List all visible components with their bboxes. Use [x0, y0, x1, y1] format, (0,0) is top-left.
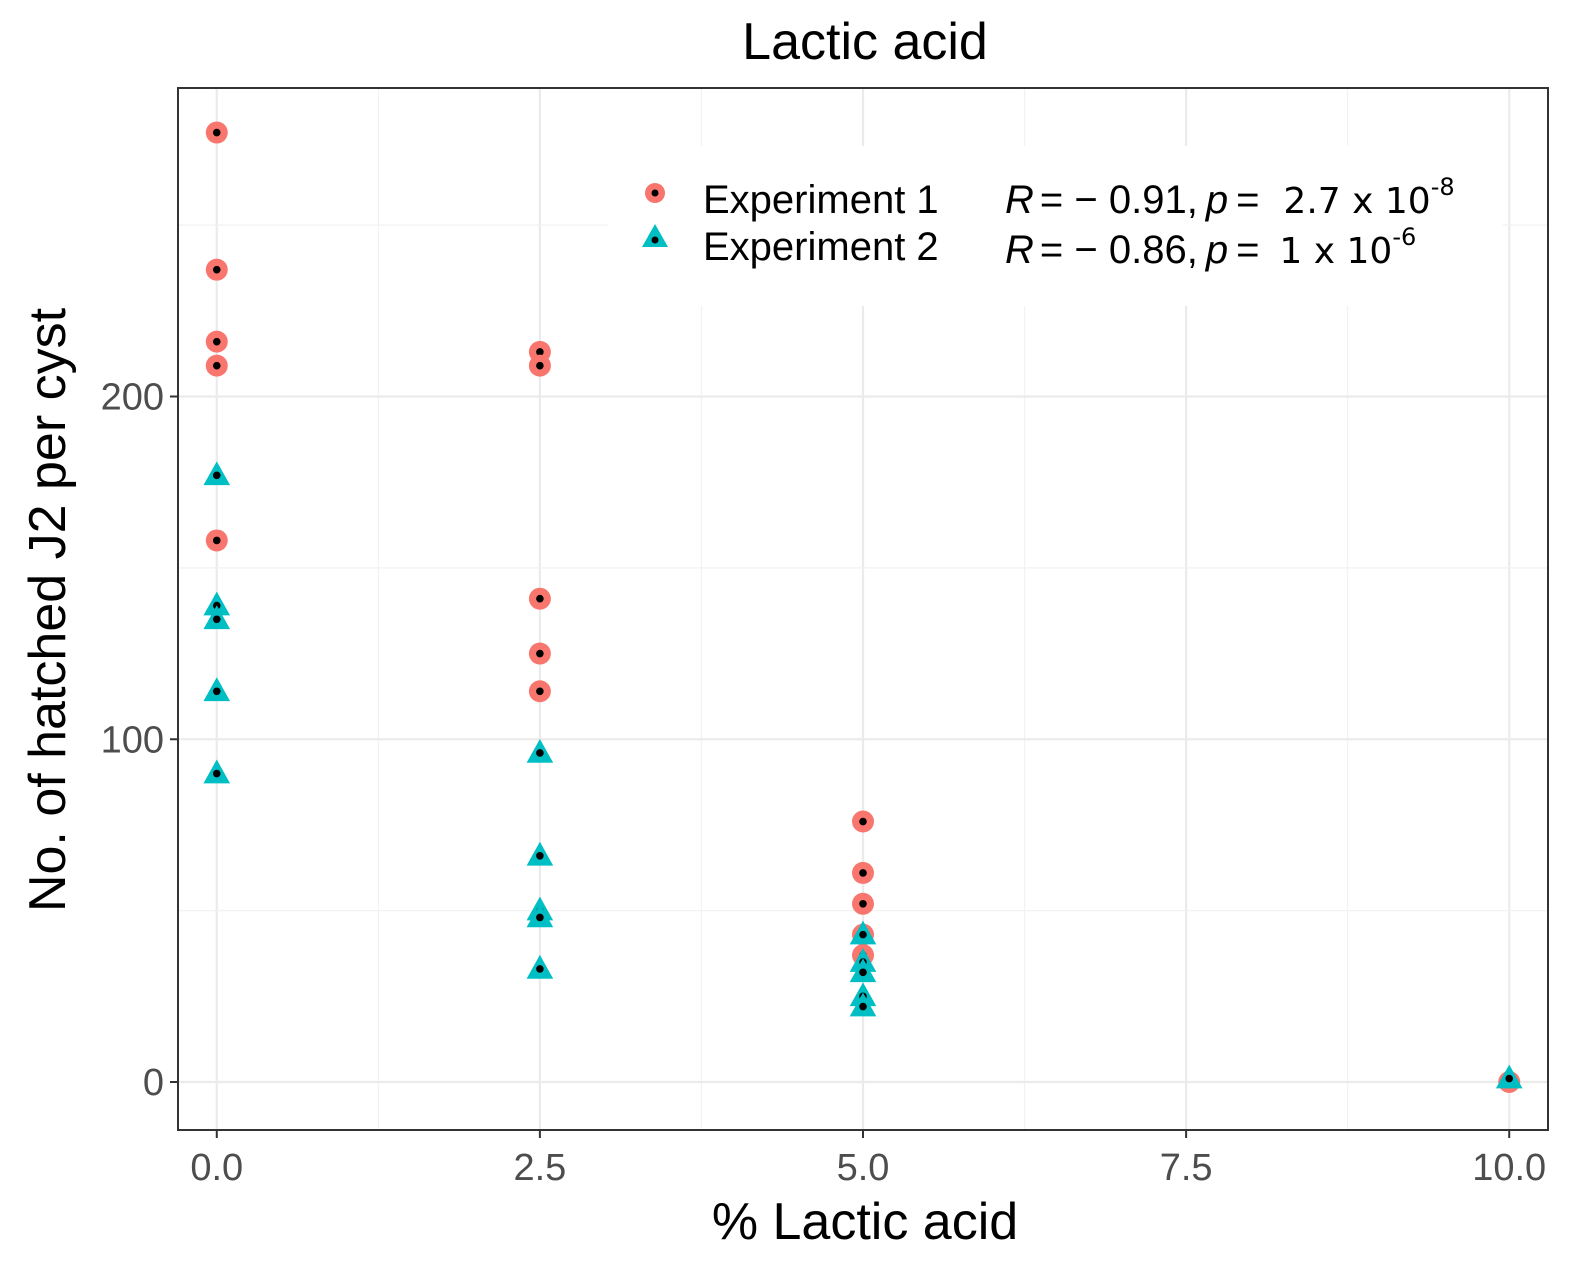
data-point-center — [536, 965, 544, 973]
stat-experiment-2: R = − 0.86, p = 1 x 10-6 — [1005, 223, 1416, 272]
legend-key-dot — [651, 236, 659, 244]
data-point-center — [536, 687, 544, 696]
series-experiment-2 — [203, 461, 1523, 1089]
data-points — [203, 121, 1523, 1094]
y-tick-label: 200 — [101, 376, 164, 418]
x-tick-label: 5.0 — [837, 1147, 890, 1189]
x-axis-label: % Lactic acid — [711, 1193, 1019, 1251]
legend: Experiment 1 R = − 0.91, p = 2.7 x 10-8 Expe… — [608, 146, 1503, 306]
x-tick-label: 0.0 — [190, 1147, 243, 1189]
data-point-center — [1505, 1074, 1514, 1083]
stat-r-value: = − 0.91, — [1040, 178, 1198, 222]
data-point-center — [859, 1002, 867, 1011]
stat-p-eq: = — [1236, 228, 1259, 272]
stat-experiment-1: R = − 0.91, p = 2.7 x 10-8 — [1005, 173, 1455, 222]
legend-label-experiment-2: Experiment 2 — [703, 225, 939, 269]
x-tick-label: 2.5 — [513, 1147, 566, 1189]
stat-p-value: 2.7 x 10 — [1283, 181, 1430, 222]
legend-label-experiment-1: Experiment 1 — [703, 178, 939, 222]
legend-entry-experiment-2: Experiment 2 R = − 0.86, p = 1 x 10-6 — [642, 223, 1416, 272]
data-point-center — [536, 913, 544, 922]
stat-r-label: R — [1005, 178, 1034, 222]
data-point-center — [536, 649, 544, 658]
data-point-center — [859, 968, 867, 977]
data-point-center — [212, 536, 221, 545]
data-point-center — [536, 348, 544, 356]
stat-p-value: 1 x 10 — [1279, 231, 1392, 272]
x-tick-label: 7.5 — [1160, 1147, 1213, 1189]
data-point-center — [859, 899, 867, 908]
data-point-center — [212, 128, 221, 137]
stat-p-eq: = — [1236, 178, 1259, 222]
data-point-center — [212, 361, 221, 370]
data-point-center — [859, 930, 867, 939]
data-point-center — [859, 869, 867, 877]
data-point-center — [212, 769, 221, 778]
data-point-center — [212, 265, 221, 274]
stat-p-exponent: -6 — [1392, 223, 1416, 251]
data-point-center — [536, 749, 544, 757]
data-point-center — [212, 337, 221, 346]
legend-key-dot — [651, 189, 659, 197]
legend-key-triangle — [642, 224, 668, 247]
data-point-center — [212, 615, 221, 624]
legend-entry-experiment-1: Experiment 1 R = − 0.91, p = 2.7 x 10-8 — [645, 173, 1455, 222]
stat-r-value: = − 0.86, — [1040, 228, 1198, 272]
data-point-center — [212, 687, 221, 696]
legend-background — [608, 146, 1503, 306]
data-point-center — [859, 817, 867, 826]
stat-p-label: p — [1205, 178, 1228, 222]
y-tick-label: 0 — [143, 1062, 164, 1104]
data-point-center — [536, 594, 544, 603]
stat-p-label: p — [1205, 228, 1228, 272]
axis-ticks: 0.0 2.5 5.0 7.5 10.0 0 100 200 — [101, 376, 1547, 1189]
x-tick-label: 10.0 — [1472, 1147, 1546, 1189]
chart-title: Lactic acid — [742, 13, 988, 71]
data-point-center — [536, 851, 544, 860]
data-point-center — [536, 361, 544, 370]
stat-r-label: R — [1005, 228, 1034, 272]
y-tick-label: 100 — [101, 719, 164, 761]
data-point-center — [212, 471, 221, 480]
stat-p-exponent: -8 — [1431, 173, 1455, 201]
